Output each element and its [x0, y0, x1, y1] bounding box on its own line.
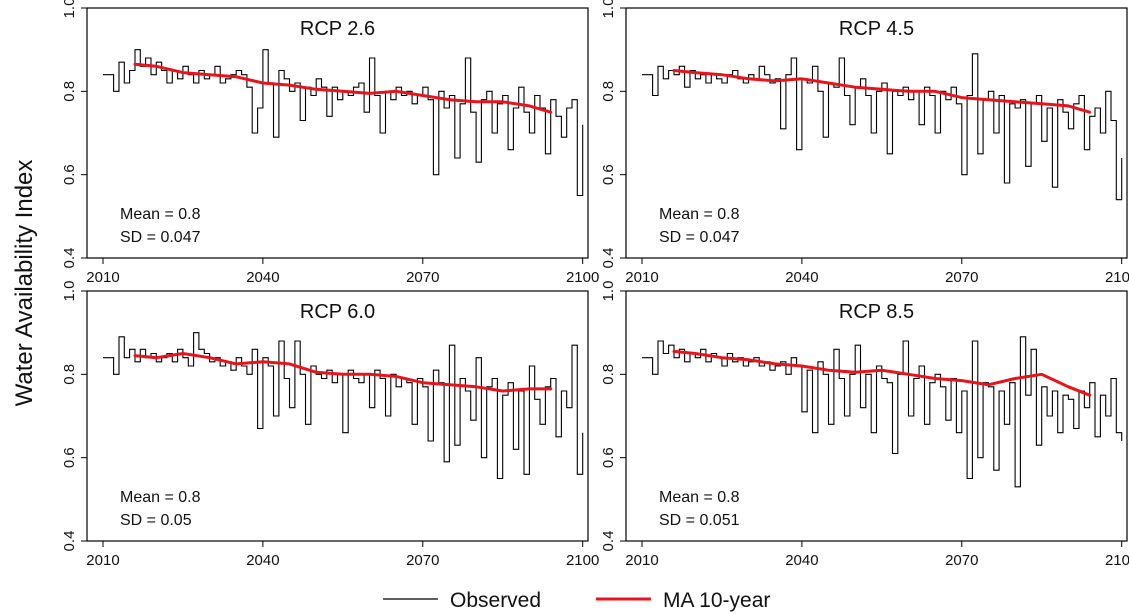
x-tick-label: 2100 — [1105, 552, 1129, 569]
y-tick-label: 0.6 — [61, 164, 78, 185]
x-tick-label: 2070 — [406, 269, 439, 286]
plot-frame — [625, 7, 1128, 259]
mean-annotation: Mean = 0.8 — [120, 489, 201, 506]
x-tick-label: 2100 — [1105, 269, 1129, 286]
y-tick-label: 0.6 — [600, 447, 617, 468]
legend-label-ma-10-year: MA 10-year — [663, 589, 770, 612]
x-tick-label: 2100 — [566, 552, 599, 569]
y-tick-label: 0.6 — [600, 164, 617, 185]
moving-average-line — [672, 69, 1092, 114]
x-tick-label: 2010 — [625, 552, 658, 569]
sd-annotation: SD = 0.047 — [120, 229, 201, 246]
x-tick-label: 2070 — [945, 269, 978, 286]
panel-rcp-8-5: 2010 2040 2070 2100 0.4 0.6 0.8 1.0 RCP 8.5 Mean … — [600, 281, 1129, 569]
panel-title: RCP 4.5 — [839, 18, 914, 40]
observed-line — [642, 53, 1123, 201]
panel-rcp-4-5: 2010 2040 2070 2100 0.4 0.6 0.8 1.0 RCP 4.5 Mean … — [600, 0, 1129, 286]
y-tick-label: 1.0 — [600, 281, 617, 302]
sd-annotation: SD = 0.05 — [120, 512, 192, 529]
panel-title: RCP 8.5 — [839, 301, 914, 323]
y-tick-label: 0.4 — [61, 531, 78, 552]
legend-label-observed: Observed — [450, 589, 541, 612]
y-tick-label: 0.8 — [61, 364, 78, 385]
y-tick-label: 0.4 — [61, 248, 78, 269]
panel-title: RCP 2.6 — [300, 18, 375, 40]
y-tick-label: 0.8 — [600, 364, 617, 385]
observed-line — [103, 332, 584, 480]
y-tick-label: 0.4 — [600, 248, 617, 269]
y-tick-label: 0.4 — [600, 531, 617, 552]
legend: Observed MA 10-year — [383, 589, 770, 612]
plot-frame — [86, 290, 589, 542]
observed-line — [642, 336, 1123, 488]
mean-annotation: Mean = 0.8 — [120, 206, 201, 223]
x-tick-label: 2040 — [246, 269, 279, 286]
y-tick-label: 0.8 — [61, 81, 78, 102]
x-tick-label: 2040 — [785, 552, 818, 569]
panel-title: RCP 6.0 — [300, 301, 375, 323]
y-tick-label: 1.0 — [61, 0, 78, 18]
x-tick-label: 2010 — [625, 269, 658, 286]
y-tick-label: 1.0 — [61, 281, 78, 302]
x-tick-label: 2040 — [246, 552, 279, 569]
moving-average-line — [133, 62, 553, 114]
panel-rcp-2-6: 2010 2040 2070 2100 0.4 0.6 0.8 1.0 RCP 2.6 Mean … — [61, 0, 599, 286]
y-axis-label: Water Availability Index — [11, 160, 38, 407]
y-tick-label: 0.6 — [61, 447, 78, 468]
mean-annotation: Mean = 0.8 — [659, 489, 740, 506]
y-tick-label: 0.8 — [600, 81, 617, 102]
moving-average-line — [133, 352, 553, 393]
sd-annotation: SD = 0.047 — [659, 229, 740, 246]
x-tick-label: 2070 — [945, 552, 978, 569]
x-tick-label: 2100 — [566, 269, 599, 286]
y-tick-label: 1.0 — [600, 0, 617, 18]
x-tick-label: 2040 — [785, 269, 818, 286]
sd-annotation: SD = 0.051 — [659, 512, 740, 529]
panel-rcp-6-0: 2010 2040 2070 2100 0.4 0.6 0.8 1.0 RCP 6.0 Mean … — [61, 281, 599, 569]
plot-frame — [86, 7, 589, 259]
x-tick-label: 2010 — [86, 552, 119, 569]
moving-average-line — [672, 349, 1092, 397]
plot-frame — [625, 290, 1128, 542]
x-tick-label: 2010 — [86, 269, 119, 286]
x-tick-label: 2070 — [406, 552, 439, 569]
mean-annotation: Mean = 0.8 — [659, 206, 740, 223]
